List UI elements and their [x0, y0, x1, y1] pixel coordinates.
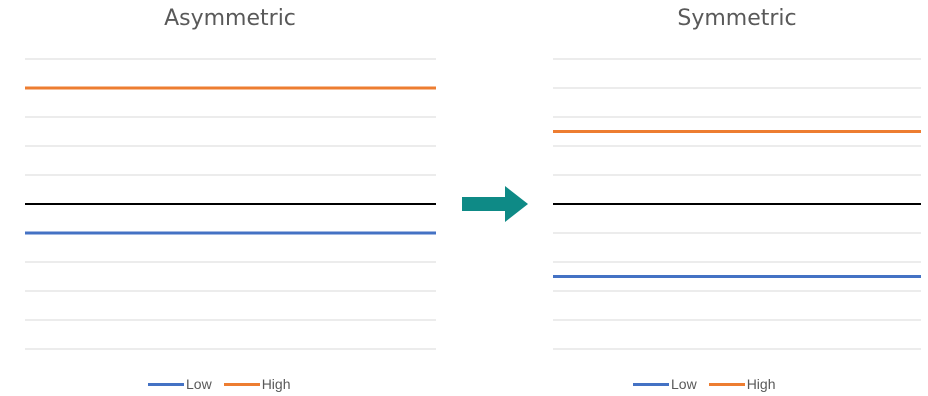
- legend-swatch-high: [223, 382, 260, 386]
- chart-asymmetric: [25, 58, 436, 350]
- legend-label-high: High: [261, 376, 291, 392]
- chart-title-asymmetric: Asymmetric: [164, 6, 296, 31]
- legend-symmetric: Low High: [633, 376, 781, 392]
- legend-item-low: Low: [148, 376, 212, 392]
- legend-item-high: High: [223, 376, 291, 392]
- arrow-right-icon: [462, 186, 528, 222]
- legend-label-low: Low: [186, 376, 212, 392]
- legend-asymmetric: Low High: [148, 376, 296, 392]
- legend-item-high: High: [708, 376, 776, 392]
- legend-label-high: High: [746, 376, 776, 392]
- chart-symmetric: [553, 58, 921, 350]
- legend-swatch-low: [633, 382, 669, 386]
- chart-title-symmetric: Symmetric: [677, 6, 797, 31]
- legend-swatch-high: [708, 382, 745, 386]
- legend-label-low: Low: [671, 376, 697, 392]
- legend-item-low: Low: [633, 376, 697, 392]
- legend-swatch-low: [148, 382, 184, 386]
